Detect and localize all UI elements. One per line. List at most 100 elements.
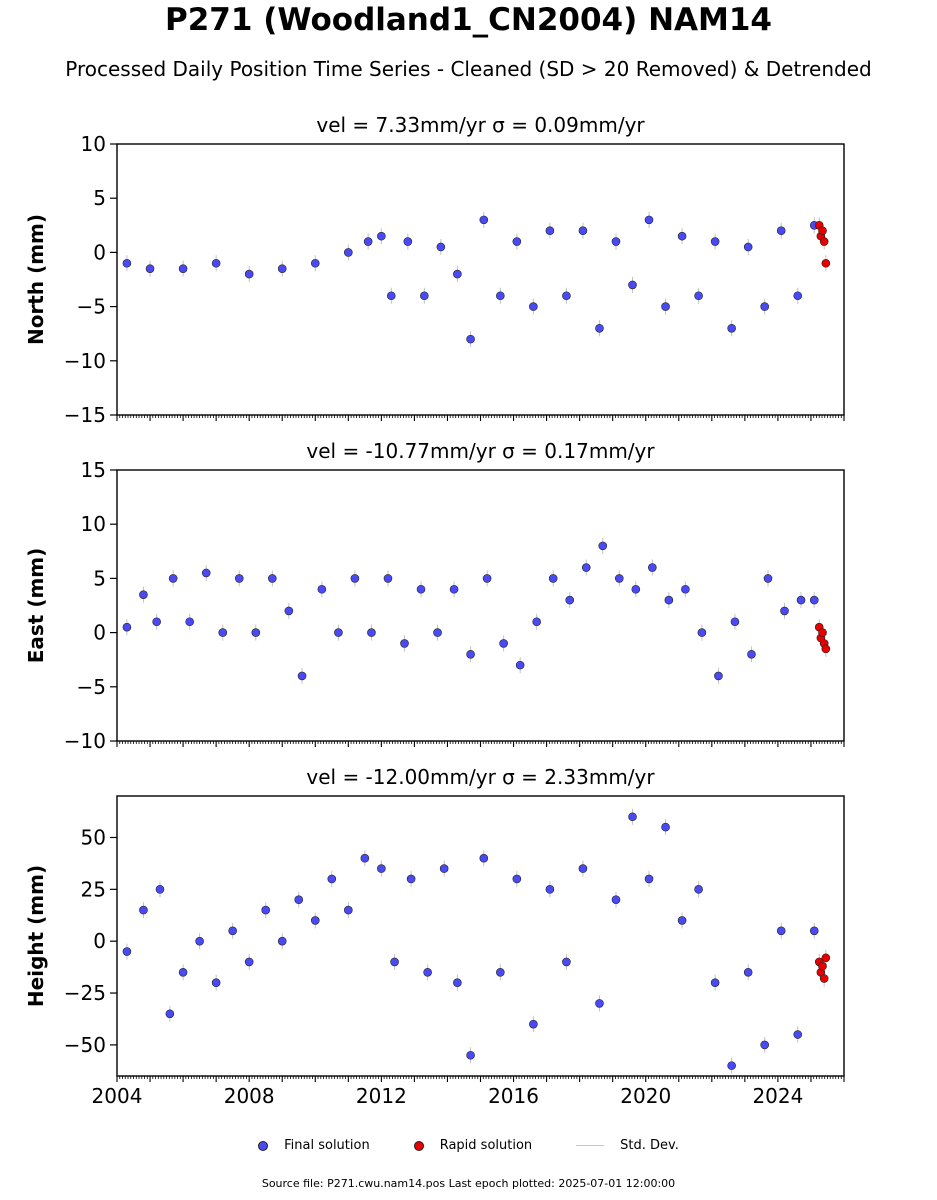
east-final-point xyxy=(796,595,806,605)
north-final-point xyxy=(710,237,720,246)
east-final-point xyxy=(317,584,327,594)
north-axis-label: North (mm) xyxy=(24,214,48,345)
legend-rapid-label: Rapid solution xyxy=(439,1138,533,1153)
final-solution-marker-icon xyxy=(258,1140,269,1151)
north-final-point xyxy=(644,215,654,225)
north-final-point xyxy=(363,237,373,246)
height-final-point xyxy=(479,853,489,863)
east-final-point xyxy=(122,622,132,632)
height-final-point xyxy=(244,957,254,967)
east-ytick-label: 10 xyxy=(81,512,106,536)
std-dev-line-icon xyxy=(576,1145,605,1146)
north-rapid-point xyxy=(818,226,827,236)
north-final-point xyxy=(512,237,522,246)
east-rapid-point xyxy=(821,644,831,654)
east-final-point xyxy=(598,541,608,551)
east-final-point xyxy=(532,617,541,627)
east-final-point xyxy=(648,563,657,572)
north-final-point xyxy=(677,231,687,241)
east-final-point xyxy=(185,617,194,627)
east-final-point xyxy=(218,628,228,637)
source-footer: Source file: P271.cwu.nam14.pos Last epo… xyxy=(261,1177,676,1190)
north-panel-title: vel = 7.33mm/yr σ = 0.09mm/yr xyxy=(316,113,645,137)
height-final-point xyxy=(727,1061,736,1070)
east-final-point xyxy=(139,590,148,599)
east-final-point xyxy=(730,617,740,627)
east-final-point xyxy=(697,628,707,637)
east-final-point xyxy=(482,574,492,583)
north-final-point xyxy=(562,291,571,301)
height-final-point xyxy=(611,895,621,905)
height-final-point xyxy=(277,936,287,946)
height-ytick-label: 50 xyxy=(81,825,106,849)
east-final-point xyxy=(284,606,294,616)
height-final-point xyxy=(211,978,221,987)
east-final-point xyxy=(763,574,773,583)
height-final-point xyxy=(195,936,204,946)
height-final-point xyxy=(155,885,165,894)
north-ytick-label: 10 xyxy=(81,132,106,156)
height-final-point xyxy=(677,916,687,925)
height-final-point xyxy=(529,1019,538,1029)
height-ytick-label: −25 xyxy=(64,981,106,1005)
height-final-point xyxy=(496,967,505,977)
east-final-point xyxy=(400,639,409,648)
east-axis-label: East (mm) xyxy=(24,548,48,664)
north-final-point xyxy=(145,264,155,273)
east-final-point xyxy=(168,574,178,583)
north-ytick-label: −15 xyxy=(64,403,106,427)
east-final-point xyxy=(466,649,475,659)
north-plot-frame xyxy=(116,143,845,416)
east-final-point xyxy=(350,574,360,583)
height-xtick-label: 2020 xyxy=(620,1084,671,1108)
north-final-point xyxy=(453,269,462,279)
north-final-point xyxy=(344,248,353,257)
east-final-point xyxy=(234,574,244,583)
height-final-point xyxy=(406,874,416,884)
height-final-point xyxy=(760,1040,769,1050)
north-final-point xyxy=(529,302,538,311)
north-final-point xyxy=(403,237,413,246)
east-ytick-label: −10 xyxy=(64,729,106,753)
north-final-point xyxy=(122,258,132,268)
height-axis-label: Height (mm) xyxy=(24,865,48,1007)
height-final-point xyxy=(562,957,571,967)
east-final-point xyxy=(334,628,343,637)
height-final-point xyxy=(628,812,637,822)
north-final-point xyxy=(496,291,505,301)
height-panel-title: vel = -12.00mm/yr σ = 2.33mm/yr xyxy=(306,765,655,789)
north-final-point xyxy=(578,226,588,236)
north-final-point xyxy=(793,291,803,301)
east-final-point xyxy=(201,568,211,578)
north-final-point xyxy=(628,280,637,290)
height-xtick-label: 2024 xyxy=(752,1084,803,1108)
north-rapid-point xyxy=(821,258,831,268)
height-final-point xyxy=(466,1050,475,1060)
north-rapid-point xyxy=(819,237,829,246)
legend-final-label: Final solution xyxy=(284,1138,370,1153)
east-panel-title: vel = -10.77mm/yr σ = 0.17mm/yr xyxy=(306,439,655,463)
east-rapid-point xyxy=(818,628,827,637)
east-final-point xyxy=(664,595,674,605)
height-final-point xyxy=(390,957,399,967)
north-final-point xyxy=(694,291,703,301)
east-final-point xyxy=(383,574,393,583)
north-final-point xyxy=(386,291,396,301)
east-final-point xyxy=(714,671,723,681)
north-final-point xyxy=(178,264,188,273)
height-final-point xyxy=(139,905,148,915)
height-final-point xyxy=(327,874,337,884)
east-final-point xyxy=(631,584,641,594)
legend: Final solution Rapid solution Std. Dev. xyxy=(0,1138,937,1153)
north-final-point xyxy=(211,258,221,268)
height-final-point xyxy=(776,926,786,936)
height-rapid-point xyxy=(818,961,827,971)
east-final-point xyxy=(297,671,307,681)
height-final-point xyxy=(661,822,670,832)
height-xtick-label: 2004 xyxy=(92,1084,143,1108)
height-final-point xyxy=(261,905,271,915)
height-final-point xyxy=(743,967,753,977)
north-ytick-label: −5 xyxy=(77,295,106,319)
height-xtick-label: 2008 xyxy=(224,1084,275,1108)
north-final-point xyxy=(545,226,555,236)
